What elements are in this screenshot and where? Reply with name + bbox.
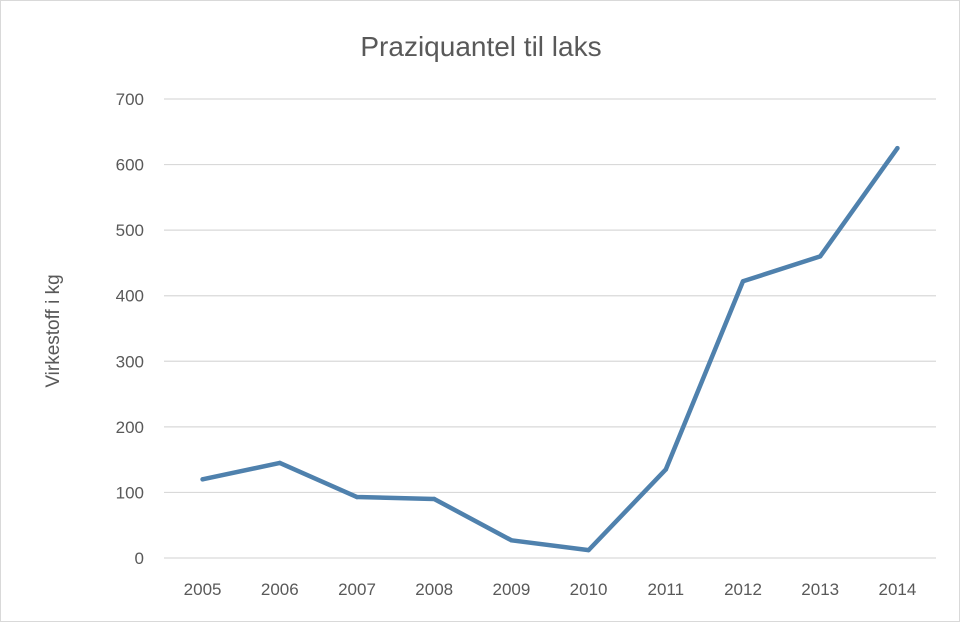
- y-tick-label: 700: [116, 90, 144, 109]
- y-tick-label: 100: [116, 483, 144, 502]
- data-point: [200, 477, 205, 482]
- series-line: [200, 145, 900, 553]
- data-point: [277, 460, 282, 466]
- x-tick-label: 2008: [415, 580, 453, 599]
- y-tick-label: 200: [116, 418, 144, 437]
- data-point: [586, 547, 591, 553]
- y-tick-label: 400: [116, 287, 144, 306]
- data-point: [663, 467, 668, 472]
- data-point: [740, 279, 746, 284]
- data-point: [895, 145, 900, 151]
- x-tick-label: 2014: [878, 580, 916, 599]
- data-point: [818, 254, 823, 259]
- x-tick-label: 2005: [184, 580, 222, 599]
- x-tick-label: 2006: [261, 580, 299, 599]
- y-tick-label: 300: [116, 352, 144, 371]
- x-tick-label: 2009: [492, 580, 530, 599]
- y-tick-label: 500: [116, 221, 144, 240]
- x-tick-label: 2013: [801, 580, 839, 599]
- x-tick-label: 2007: [338, 580, 376, 599]
- series-group: [200, 145, 900, 553]
- y-tick-label: 600: [116, 156, 144, 175]
- x-tick-label: 2012: [724, 580, 762, 599]
- data-point: [509, 538, 514, 543]
- chart-title: Praziquantel til laks: [360, 31, 601, 62]
- x-axis-ticks: 2005 2006 2007 2008 2009 2010 2011 2012 2013 2014: [184, 580, 917, 599]
- gridlines: [164, 98, 936, 559]
- y-tick-label: 0: [135, 549, 144, 568]
- y-axis-ticks: 0 100 200 300 400 500 600 700: [116, 90, 144, 568]
- data-point: [432, 496, 437, 502]
- data-point: [354, 494, 360, 500]
- x-tick-label: 2010: [570, 580, 608, 599]
- x-tick-label: 2011: [648, 580, 685, 599]
- y-axis-label: Virkestoff i kg: [43, 274, 64, 387]
